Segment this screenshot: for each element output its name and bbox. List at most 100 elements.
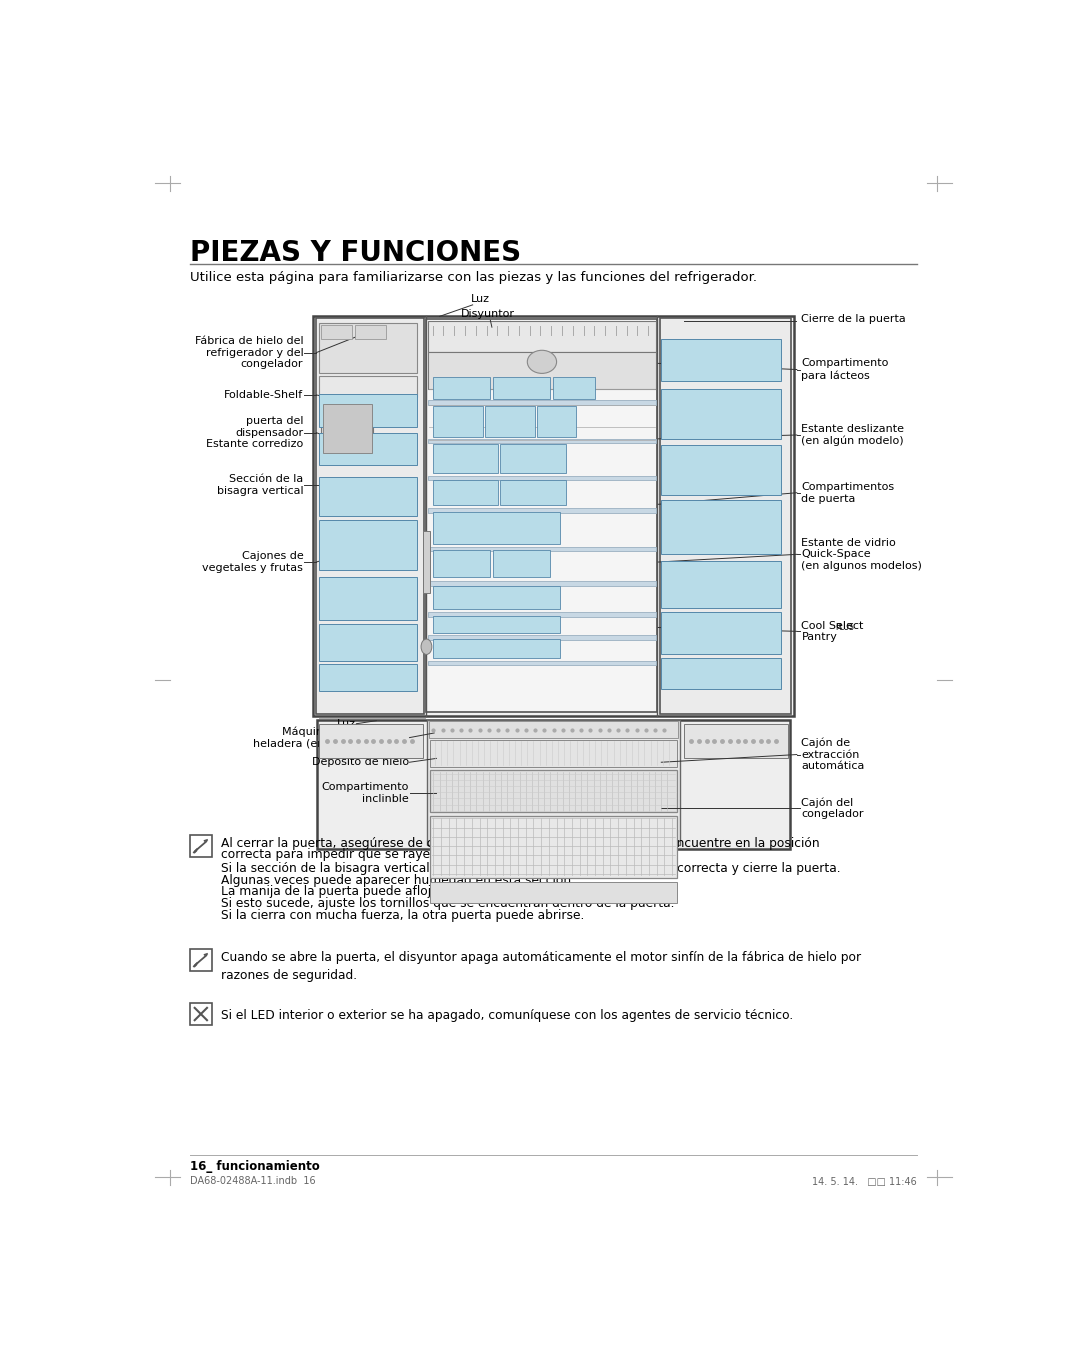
Bar [661, 612, 782, 655]
Bar [428, 352, 656, 389]
Bar [428, 400, 656, 405]
Text: Fábrica de hielo del
refrigerador y del
congelador: Fábrica de hielo del refrigerador y del … [194, 335, 303, 369]
Bar [428, 612, 656, 617]
Bar [428, 636, 656, 640]
Text: Si esto sucede, ajuste los tornillos que se encuentran dentro de la puerta.: Si esto sucede, ajuste los tornillos que… [220, 897, 674, 911]
Bar [320, 432, 417, 465]
Bar [428, 719, 679, 846]
Bar [500, 445, 566, 474]
Text: Máquina de hielo de la
heladera (en algún modelo): Máquina de hielo de la heladera (en algú… [253, 726, 408, 749]
Text: Disyuntor: Disyuntor [461, 310, 515, 319]
Text: Luz: Luz [471, 294, 490, 304]
Bar [433, 512, 559, 544]
Bar [661, 445, 782, 496]
Bar [428, 321, 656, 352]
Bar [313, 315, 794, 717]
Text: PLUS: PLUS [835, 624, 854, 632]
Text: Depósito de hielo: Depósito de hielo [312, 757, 408, 768]
Bar [433, 405, 483, 436]
Text: Compartimento
inclinble: Compartimento inclinble [322, 783, 408, 804]
Bar [428, 439, 656, 443]
Bar [422, 531, 430, 593]
Text: Si la cierra con mucha fuerza, la otra puerta puede abrirse.: Si la cierra con mucha fuerza, la otra p… [220, 909, 584, 923]
Bar [661, 389, 782, 439]
Bar [320, 624, 417, 660]
Bar [433, 638, 559, 659]
Text: Compartimento
para lácteos: Compartimento para lácteos [801, 358, 889, 381]
Bar [485, 405, 535, 436]
Bar [190, 835, 212, 857]
Bar [433, 616, 559, 633]
Text: Cajón del
congelador: Cajón del congelador [801, 797, 864, 819]
Text: 16_ funcionamiento: 16_ funcionamiento [190, 1160, 320, 1172]
Bar [190, 950, 212, 971]
Bar [433, 481, 498, 505]
Bar [661, 659, 782, 690]
Text: Cierre de la puerta: Cierre de la puerta [801, 314, 906, 323]
Text: Si el LED interior o exterior se ha apagado, comuníquese con los agentes de serv: Si el LED interior o exterior se ha apag… [220, 1009, 793, 1022]
Bar [428, 547, 656, 551]
Text: Si la sección de la bisagra vertical está invertida, colóquela en la posición co: Si la sección de la bisagra vertical est… [220, 862, 840, 874]
Bar [320, 578, 417, 620]
Bar [320, 664, 417, 691]
Bar [320, 323, 417, 373]
Text: Utilice esta página para familiarizarse con las piezas y las funciones del refri: Utilice esta página para familiarizarse … [190, 271, 757, 284]
Text: La manija de la puerta puede aflojarse con el tiempo.: La manija de la puerta puede aflojarse c… [220, 885, 549, 898]
Text: puerta del
dispensador
Estante corredizo: puerta del dispensador Estante corredizo [206, 416, 303, 450]
Text: DA68-02488A-11.indb  16: DA68-02488A-11.indb 16 [190, 1176, 315, 1187]
Text: Estante deslizante
(en algún modelo): Estante deslizante (en algún modelo) [801, 424, 904, 446]
Bar [321, 325, 352, 338]
Bar [429, 722, 678, 738]
Bar [428, 508, 656, 513]
Bar [428, 660, 656, 665]
Text: Cuando se abre la puerta, el disyuntor apaga automáticamente el motor sinfín de : Cuando se abre la puerta, el disyuntor a… [220, 951, 861, 982]
Bar [320, 723, 423, 758]
Bar [315, 318, 424, 714]
Text: Cajones de
vegetales y frutas: Cajones de vegetales y frutas [202, 551, 303, 572]
Text: Cool Select
Pantry: Cool Select Pantry [801, 621, 864, 643]
Text: Compartimentos
de puerta: Compartimentos de puerta [801, 482, 894, 504]
Text: Luz: Luz [337, 719, 355, 729]
Bar [500, 481, 566, 505]
Text: Foldable-Shelf: Foldable-Shelf [225, 389, 303, 400]
Bar [433, 550, 490, 578]
Bar [430, 881, 677, 902]
Bar [430, 770, 677, 812]
Bar [433, 377, 490, 399]
Ellipse shape [421, 638, 432, 655]
Bar [684, 723, 787, 758]
Text: Cajón de
extracción
automática: Cajón de extracción automática [801, 738, 865, 772]
Bar [430, 740, 677, 766]
Text: Sección de la
bisagra vertical: Sección de la bisagra vertical [217, 474, 303, 496]
Text: Algunas veces puede aparecer humedad en esta sección.: Algunas veces puede aparecer humedad en … [220, 873, 575, 886]
Bar [320, 376, 417, 397]
Bar [318, 719, 789, 849]
Bar [321, 401, 374, 454]
Bar [661, 560, 782, 609]
Text: 14. 5. 14.   □□ 11:46: 14. 5. 14. □□ 11:46 [812, 1176, 917, 1187]
Bar [661, 338, 782, 381]
Bar [553, 377, 595, 399]
Bar [538, 405, 576, 436]
Bar [355, 325, 386, 338]
Text: Al cerrar la puerta, asegúrese de que la sección de la bisagra vertical se encue: Al cerrar la puerta, asegúrese de que la… [220, 836, 820, 850]
Bar [320, 395, 417, 427]
Bar [492, 550, 551, 578]
Text: correcta para impedir que se raye con la otra puerta.: correcta para impedir que se raye con la… [220, 849, 548, 862]
Bar [320, 520, 417, 570]
Bar [433, 445, 498, 474]
Bar [428, 475, 656, 481]
Text: PIEZAS Y FUNCIONES: PIEZAS Y FUNCIONES [190, 238, 522, 267]
Ellipse shape [527, 350, 556, 373]
Text: Estante de vidrio
Quick-Space
(en algunos modelos): Estante de vidrio Quick-Space (en alguno… [801, 537, 922, 571]
Bar [320, 477, 417, 516]
Polygon shape [323, 404, 372, 453]
Bar [433, 586, 559, 609]
Bar [660, 318, 792, 714]
Bar [661, 501, 782, 555]
Bar [430, 816, 677, 878]
Bar [492, 377, 551, 399]
Bar [428, 582, 656, 586]
Bar [190, 1004, 212, 1025]
Bar [427, 319, 658, 713]
